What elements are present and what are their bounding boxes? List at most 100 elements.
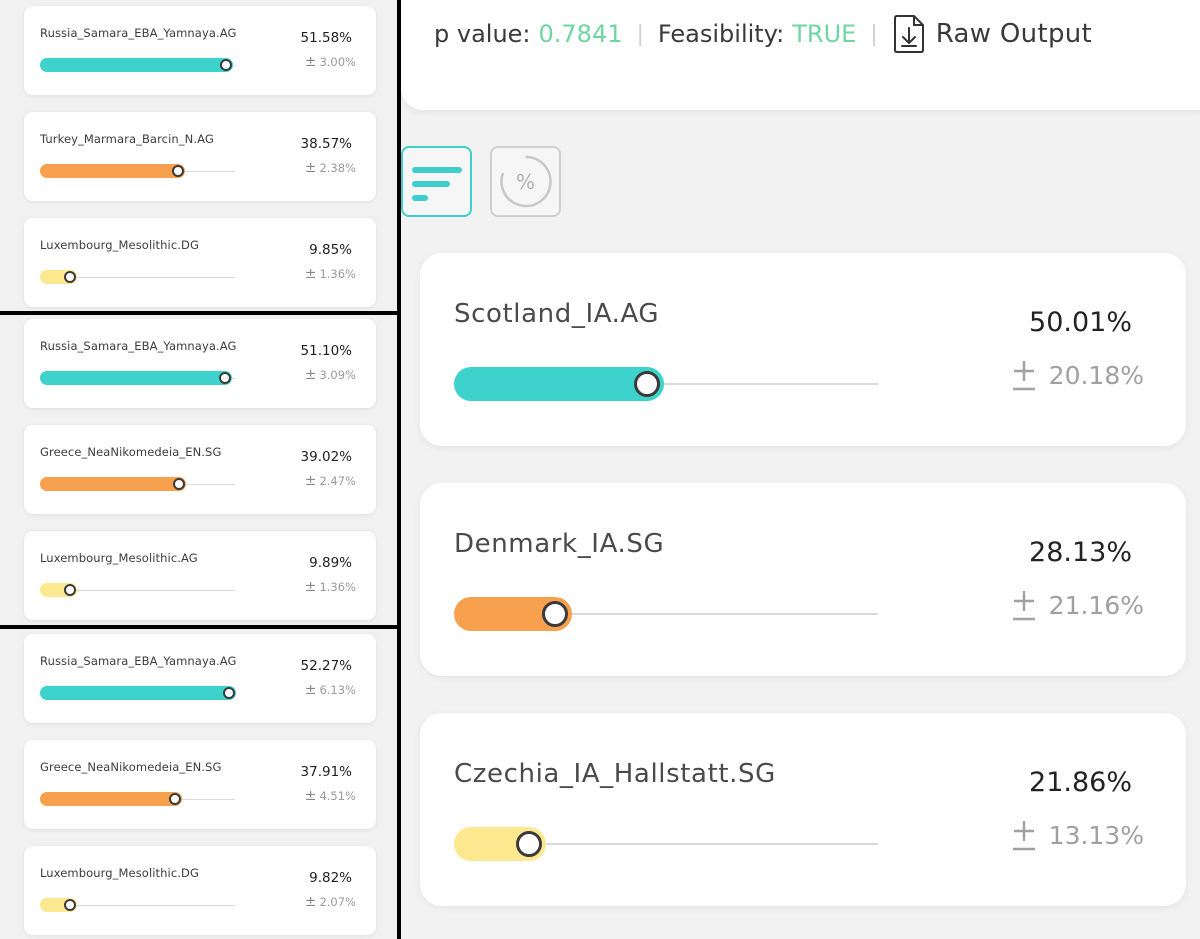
population-name: Denmark_IA.SG — [454, 529, 665, 559]
result-panel-1: Russia_Samara_EBA_Yamnaya.AG 51.58% ±3.0… — [0, 0, 398, 311]
percent-view-button[interactable]: % — [490, 146, 561, 217]
source-card[interactable]: Luxembourg_Mesolithic.DG 9.82% ±2.07% — [24, 846, 376, 935]
population-error: 21.16% — [1011, 589, 1144, 621]
plus-minus-icon: ± — [304, 788, 317, 804]
plus-minus-icon: ± — [304, 266, 317, 282]
slider-knob[interactable] — [63, 899, 76, 911]
slider-knob[interactable] — [220, 59, 233, 71]
source-name: Turkey_Marmara_Barcin_N.AG — [40, 132, 214, 146]
bar-track — [454, 383, 878, 385]
bar-track — [40, 905, 235, 906]
source-card[interactable]: Luxembourg_Mesolithic.AG 9.89% ±1.36% — [24, 531, 376, 620]
population-name: Scotland_IA.AG — [454, 299, 660, 329]
bar-track — [40, 590, 235, 591]
bar-fill — [40, 58, 234, 72]
slider-knob[interactable] — [64, 584, 77, 596]
slider-knob[interactable] — [171, 165, 184, 177]
result-panel-3: Russia_Samara_EBA_Yamnaya.AG 52.27% ±6.1… — [0, 630, 398, 939]
source-error: ±2.47% — [305, 473, 356, 489]
slider-knob[interactable] — [542, 601, 569, 627]
source-name: Greece_NeaNikomedeia_EN.SG — [40, 445, 222, 459]
slider-knob[interactable] — [169, 793, 182, 805]
source-error: ±3.00% — [305, 54, 356, 70]
raw-output-button[interactable]: Raw Output — [892, 14, 1092, 54]
feasibility-value: TRUE — [792, 20, 857, 48]
bar-fill — [40, 164, 185, 178]
plus-minus-icon: ± — [304, 473, 317, 489]
result-panel-2: Russia_Samara_EBA_Yamnaya.AG 51.10% ±3.0… — [0, 316, 398, 625]
source-percent: 38.57% — [300, 136, 352, 152]
result-card[interactable]: Denmark_IA.SG 28.13% 21.16% — [420, 483, 1186, 676]
population-percent: 50.01% — [1029, 307, 1132, 338]
main-result-view: p value: 0.7841 | Feasibility: TRUE | Ra… — [401, 0, 1200, 939]
source-percent: 52.27% — [300, 658, 352, 674]
source-error: ±1.36% — [305, 579, 356, 595]
error-value: 3.09% — [319, 368, 356, 382]
p-value-label: p value: — [434, 20, 531, 48]
bar-track — [454, 613, 878, 615]
column-divider — [397, 0, 401, 939]
source-percent: 39.02% — [300, 449, 352, 465]
error-value: 2.07% — [319, 895, 356, 909]
source-card[interactable]: Greece_NeaNikomedeia_EN.SG 39.02% ±2.47% — [24, 425, 376, 514]
source-percent: 51.10% — [300, 343, 352, 359]
population-name: Czechia_IA_Hallstatt.SG — [454, 759, 776, 789]
bar-fill — [40, 792, 183, 806]
error-value: 6.13% — [319, 683, 356, 697]
source-name: Luxembourg_Mesolithic.AG — [40, 551, 198, 565]
plus-minus-icon: ± — [304, 682, 317, 698]
source-error: ±4.51% — [305, 788, 356, 804]
panel-divider — [0, 625, 400, 629]
source-card[interactable]: Russia_Samara_EBA_Yamnaya.AG 51.10% ±3.0… — [24, 319, 376, 408]
bar-track — [40, 277, 235, 278]
download-file-icon — [893, 15, 924, 53]
result-card[interactable]: Czechia_IA_Hallstatt.SG 21.86% 13.13% — [420, 713, 1186, 906]
slider-knob[interactable] — [218, 372, 231, 384]
source-error: ±2.07% — [305, 894, 356, 910]
result-card[interactable]: Scotland_IA.AG 50.01% 20.18% — [420, 253, 1186, 446]
source-percent: 9.85% — [309, 242, 352, 258]
panel-divider — [0, 311, 400, 315]
source-card[interactable]: Turkey_Marmara_Barcin_N.AG 38.57% ±2.38% — [24, 112, 376, 201]
slider-knob[interactable] — [173, 478, 186, 490]
comparison-column: Russia_Samara_EBA_Yamnaya.AG 51.58% ±3.0… — [0, 0, 400, 939]
plus-minus-icon: ± — [304, 54, 317, 70]
population-error: 20.18% — [1011, 359, 1144, 391]
source-error: ±1.36% — [305, 266, 356, 282]
plus-minus-icon — [1012, 591, 1035, 621]
error-value: 4.51% — [319, 789, 356, 803]
source-name: Russia_Samara_EBA_Yamnaya.AG — [40, 26, 237, 40]
bar-view-button[interactable] — [401, 146, 472, 217]
error-value: 2.47% — [319, 474, 356, 488]
bar-track — [454, 843, 878, 845]
source-percent: 9.82% — [309, 870, 352, 886]
slider-knob[interactable] — [634, 371, 661, 397]
error-value: 1.36% — [319, 580, 356, 594]
source-percent: 51.58% — [300, 30, 352, 46]
source-card[interactable]: Russia_Samara_EBA_Yamnaya.AG 52.27% ±6.1… — [24, 634, 376, 723]
source-error: ±3.09% — [305, 367, 356, 383]
plus-minus-icon: ± — [304, 579, 317, 595]
bar-fill — [40, 477, 187, 491]
slider-knob[interactable] — [63, 271, 76, 283]
source-card[interactable]: Russia_Samara_EBA_Yamnaya.AG 51.58% ±3.0… — [24, 6, 376, 95]
population-error: 13.13% — [1011, 819, 1144, 851]
source-name: Luxembourg_Mesolithic.DG — [40, 866, 199, 880]
error-value: 20.18% — [1048, 360, 1144, 390]
slider-knob[interactable] — [223, 687, 235, 699]
stats-row: p value: 0.7841 | Feasibility: TRUE | Ra… — [434, 14, 1092, 54]
source-error: ±6.13% — [305, 682, 356, 698]
error-value: 1.36% — [319, 267, 356, 281]
bar-fill — [454, 367, 665, 401]
source-card[interactable]: Luxembourg_Mesolithic.DG 9.85% ±1.36% — [24, 218, 376, 307]
p-value: 0.7841 — [538, 20, 623, 48]
slider-knob[interactable] — [515, 831, 542, 857]
source-name: Russia_Samara_EBA_Yamnaya.AG — [40, 339, 237, 353]
error-value: 2.38% — [319, 161, 356, 175]
source-card[interactable]: Greece_NeaNikomedeia_EN.SG 37.91% ±4.51% — [24, 740, 376, 829]
summary-header: p value: 0.7841 | Feasibility: TRUE | Ra… — [401, 0, 1200, 110]
bar-fill — [40, 371, 232, 385]
error-value: 13.13% — [1048, 820, 1144, 850]
source-percent: 9.89% — [309, 555, 352, 571]
plus-minus-icon: ± — [304, 160, 317, 176]
